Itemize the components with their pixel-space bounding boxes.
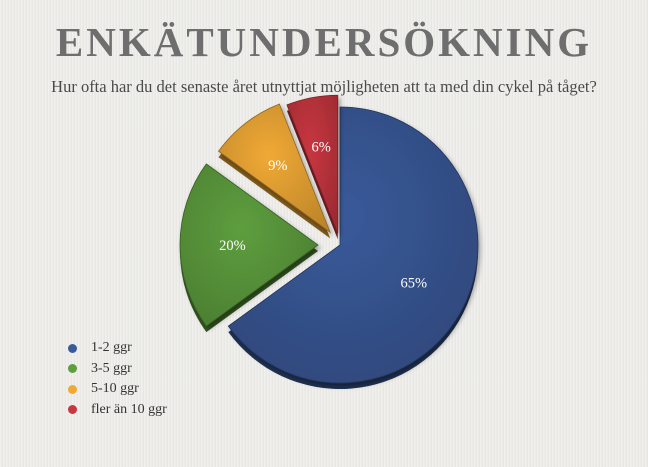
legend-label: 5-10 ggr — [91, 381, 139, 397]
chart-title: ENKÄTUNDERSÖKNING — [55, 19, 593, 65]
legend-label: fler än 10 ggr — [91, 401, 167, 417]
pie-data-label-1: 20% — [219, 238, 246, 254]
legend-marker-icon — [68, 384, 77, 394]
chart-subtitle: Hur ofta har du det senaste året utnyttj… — [51, 77, 597, 96]
legend-item: 3-5 ggr — [68, 359, 167, 380]
pie-data-label-2: 9% — [268, 158, 287, 174]
legend-item: 5-10 ggr — [68, 379, 167, 400]
legend-item: fler än 10 ggr — [68, 400, 167, 421]
legend-label: 3-5 ggr — [91, 360, 132, 376]
pie-data-label-3: 6% — [312, 139, 331, 155]
pie-slice-2 — [217, 103, 332, 234]
legend-label: 1-2 ggr — [91, 340, 132, 356]
pie-data-label-0: 65% — [400, 276, 427, 292]
pie-slice-1 — [179, 163, 319, 327]
legend-marker-icon — [68, 405, 77, 415]
legend-item: 1-2 ggr — [68, 338, 167, 359]
pie-slice-3 — [286, 94, 339, 234]
chart-legend: 1-2 ggr 3-5 ggr 5-10 ggr fler än 10 ggr — [68, 338, 167, 420]
legend-marker-icon — [68, 364, 77, 374]
pie-slice-0 — [227, 106, 479, 384]
legend-marker-icon — [68, 343, 77, 353]
